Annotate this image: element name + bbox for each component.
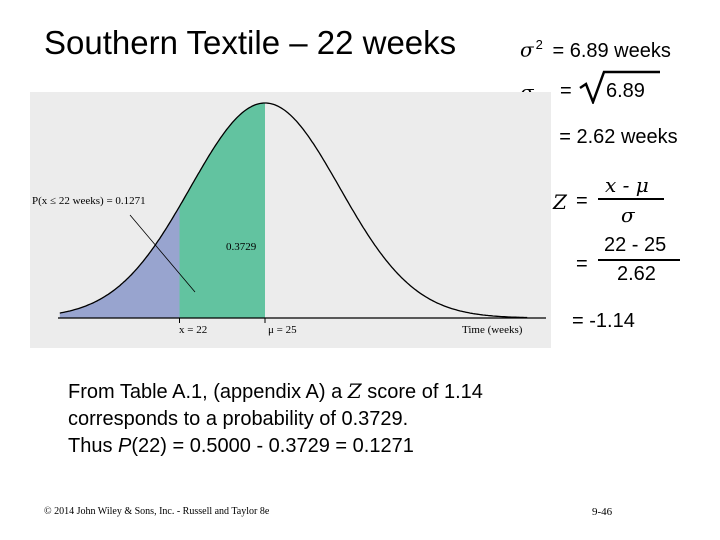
- copyright-footer: © 2014 John Wiley & Sons, Inc. - Russell…: [44, 506, 270, 517]
- sub-equals: =: [576, 253, 588, 275]
- explanation-text: From Table A.1, (appendix A) a Z score o…: [68, 378, 628, 460]
- line3-post: (22) = 0.5000 - 0.3729 = 0.1271: [131, 435, 414, 457]
- z-denominator: σ: [621, 203, 635, 227]
- middle-area: [179, 103, 265, 318]
- slide-title: Southern Textile – 22 weeks: [44, 24, 457, 61]
- z-numerator: x - μ: [605, 173, 649, 197]
- tail-area: [59, 206, 180, 318]
- z-symbol: Z: [553, 190, 567, 214]
- line3-pre: Thus: [68, 435, 119, 457]
- normal-curve-line: [59, 102, 528, 319]
- middle-area-label: 0.3729: [226, 241, 257, 253]
- line1-post: score of 1.14: [361, 381, 483, 403]
- tail-probability-label: P(x ≤ 22 weeks) = 0.1271: [32, 195, 146, 207]
- sqrt-sign-icon: [579, 70, 660, 104]
- tail-leader-line: [129, 214, 196, 293]
- mu-tick-label: μ = 25: [268, 324, 297, 336]
- sqrt-radicand: 6.89: [606, 80, 645, 102]
- z-symbol: Z: [347, 379, 362, 403]
- explanation-line-3: Thus P(22) = 0.5000 - 0.3729 = 0.1271: [68, 433, 628, 460]
- sub-numerator: 22 - 25: [604, 234, 667, 256]
- variance-value: = 6.89 weeks: [552, 39, 671, 62]
- fraction-bar: [598, 198, 664, 200]
- line1-pre: From Table A.1, (appendix A) a: [68, 381, 348, 403]
- explanation-line-2: corresponds to a probability of 0.3729.: [68, 408, 409, 430]
- sigma-symbol: σ: [520, 37, 534, 62]
- z-equals: =: [576, 190, 588, 212]
- fraction-bar: [598, 259, 680, 261]
- explanation-line-1: From Table A.1, (appendix A) a Z score o…: [68, 378, 628, 406]
- sd-value: = 2.62 weeks: [559, 126, 678, 148]
- time-axis-label: Time (weeks): [462, 324, 523, 336]
- page-number: 9-46: [592, 506, 613, 518]
- p-symbol: P: [118, 435, 132, 457]
- z-result: = -1.14: [572, 310, 635, 332]
- exponent-two: 2: [535, 37, 543, 52]
- normal-curve-chart: P(x ≤ 22 weeks) = 0.1271 0.3729 x = 22 μ…: [32, 102, 546, 336]
- sub-denominator: 2.62: [617, 263, 656, 285]
- x-tick-label: x = 22: [179, 324, 207, 336]
- equals-sign: =: [560, 80, 572, 102]
- normal-distribution-figure: P(x ≤ 22 weeks) = 0.1271 0.3729 x = 22 μ…: [30, 92, 551, 348]
